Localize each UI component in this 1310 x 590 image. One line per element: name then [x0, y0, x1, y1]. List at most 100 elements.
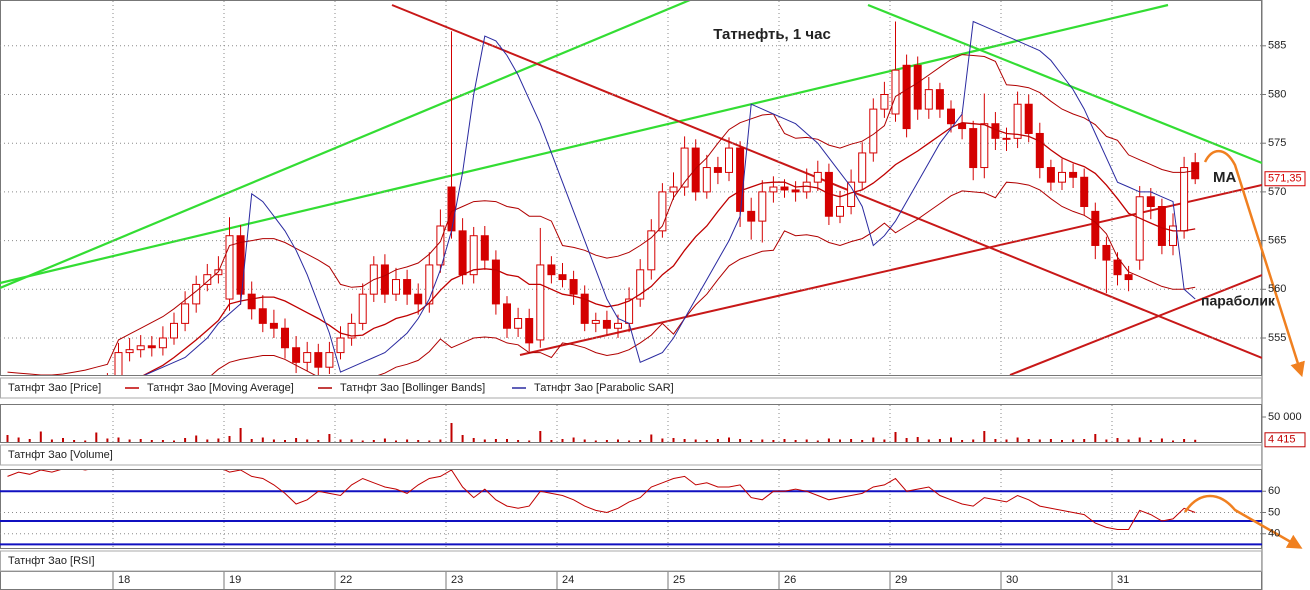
chart-title: Татнефть, 1 час — [713, 26, 831, 43]
candle-body — [236, 235, 245, 295]
x-tick-label: 22 — [340, 574, 352, 586]
volume-bar — [328, 434, 331, 442]
candle-body — [170, 322, 178, 339]
volume-bar — [583, 439, 586, 442]
candle-body — [680, 147, 689, 188]
volume-bar — [62, 438, 64, 442]
volume-bar — [50, 439, 53, 442]
candle-body — [436, 225, 445, 266]
candle-body — [669, 186, 678, 193]
candle-body — [358, 293, 367, 324]
volume-bar — [139, 439, 142, 442]
trend-line — [1009, 274, 1262, 375]
volume-bar — [395, 440, 397, 442]
candle-body — [980, 123, 989, 169]
volume-bar — [994, 439, 997, 442]
candle-body — [858, 152, 867, 183]
volume-bar — [661, 438, 664, 442]
volume-bar — [261, 437, 264, 442]
candle-body — [1113, 259, 1122, 276]
x-tick-label: 26 — [784, 574, 796, 586]
y-tick-label: 565 — [1268, 235, 1286, 247]
line-series — [143, 20, 1196, 375]
candle-body — [625, 298, 634, 324]
line-series — [7, 470, 1196, 530]
trend-line — [0, 3, 1169, 285]
volume-bar — [1027, 439, 1030, 442]
volume-bar — [184, 438, 187, 442]
x-tick-label: 29 — [895, 574, 907, 586]
candle-body — [514, 318, 523, 329]
candle-body — [636, 269, 645, 300]
volume-bar — [1016, 437, 1019, 442]
candle-body — [747, 210, 756, 222]
candle-body — [114, 352, 123, 375]
candle-body — [203, 274, 212, 285]
volume-bar — [517, 440, 520, 442]
candle-body — [913, 64, 922, 110]
volume-bar — [206, 439, 209, 442]
volume-bar — [383, 438, 386, 442]
volume-bar — [1183, 439, 1186, 442]
volume-bar — [295, 438, 298, 442]
x-tick-label: 23 — [451, 574, 463, 586]
candle-body — [136, 345, 145, 351]
candle-body — [425, 264, 434, 305]
candle-body — [1124, 274, 1133, 281]
volume-bar — [494, 439, 497, 442]
last-value-box — [1264, 171, 1306, 187]
volume-bar — [1049, 439, 1052, 442]
candle-body — [536, 264, 545, 341]
volume-bar — [361, 440, 364, 442]
date-axis — [0, 571, 1262, 590]
candle-body — [713, 167, 722, 173]
legend-label: Татнфт Зао [Bollinger Bands] — [340, 382, 485, 394]
volume-bar — [938, 439, 941, 442]
candle-body — [924, 89, 933, 110]
x-tick-label: 25 — [673, 574, 685, 586]
candle-body — [958, 123, 967, 130]
volume-bar — [239, 428, 242, 442]
volume-bar — [428, 440, 431, 442]
volume-bar — [1094, 434, 1097, 442]
volume-bar — [594, 440, 597, 442]
volume-bar — [417, 440, 420, 442]
annotation: MA — [1213, 169, 1236, 186]
candle-body — [935, 89, 944, 110]
volume-bar — [916, 437, 919, 442]
candle-body — [580, 293, 589, 324]
volume-bar — [872, 437, 875, 442]
candle-body — [392, 279, 400, 295]
y-tick-label: 570 — [1268, 186, 1286, 198]
volume-bar — [350, 439, 353, 442]
candle-body — [158, 337, 167, 349]
volume-bar — [1005, 439, 1008, 442]
volume-bar — [1160, 438, 1163, 442]
candle-body — [125, 349, 134, 354]
candle-body — [769, 186, 778, 193]
volume-bar — [506, 439, 508, 442]
x-tick-label: 30 — [1006, 574, 1018, 586]
candle-body — [547, 264, 556, 276]
volume-bar — [528, 440, 531, 442]
volume-bar — [84, 440, 87, 442]
x-tick-label: 24 — [562, 574, 574, 586]
volume-bar — [284, 440, 286, 442]
candle-body — [1169, 225, 1177, 246]
volume-bar — [1194, 439, 1197, 442]
candle-body — [347, 322, 356, 339]
volume-bar — [983, 431, 986, 442]
y-tick-label: 585 — [1268, 40, 1286, 52]
candle-body — [292, 347, 301, 363]
last-value-label: 571,35 — [1268, 173, 1302, 185]
last-value-label: 4 415 — [1268, 434, 1296, 446]
volume-bar — [306, 439, 309, 442]
volume-bar — [1172, 440, 1174, 442]
volume-bar — [161, 440, 164, 442]
y-tick-label: 575 — [1268, 137, 1286, 149]
volume-bar — [1038, 439, 1041, 442]
volume-bar — [739, 439, 742, 442]
volume-bar — [550, 440, 553, 442]
